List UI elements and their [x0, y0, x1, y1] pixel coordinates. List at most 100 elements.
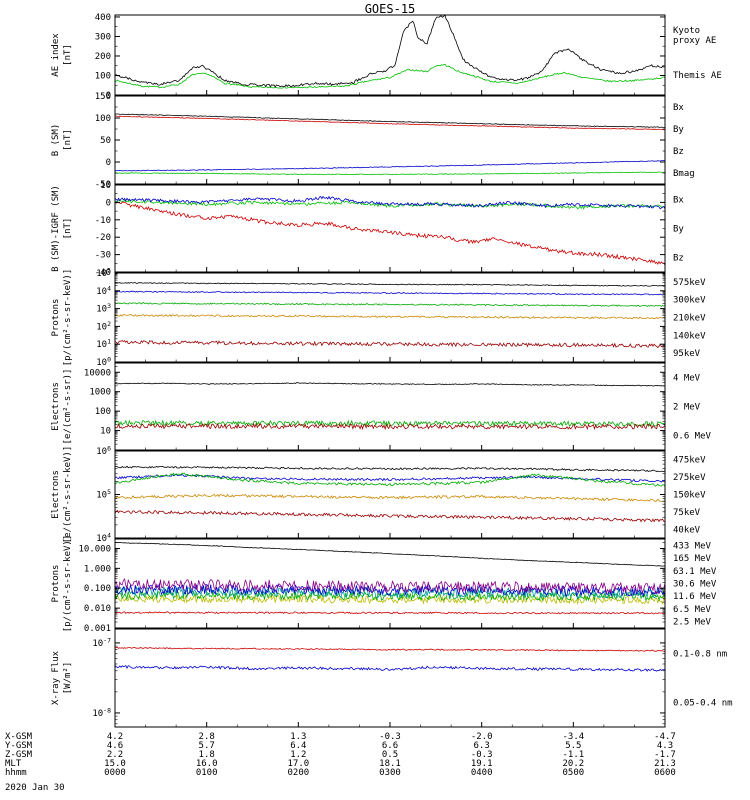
y-tick-label: 10-8: [92, 706, 111, 719]
y-tick-label: -10: [95, 216, 111, 226]
axis-row-value: 6.4: [290, 741, 306, 751]
panel-border: [114, 95, 666, 185]
legend-b-sm-0: Bx: [673, 103, 684, 113]
axis-row-label: hhmm: [5, 768, 27, 778]
y-tick-label: 100: [95, 114, 111, 124]
y-tick-label: 400: [95, 13, 111, 23]
y-tick-label: 10: [100, 181, 111, 191]
series-ae-index-0: [115, 63, 665, 89]
axis-row-label: Y-GSM: [5, 741, 33, 751]
series-protons-mev-5: [115, 578, 665, 595]
axis-row-value: 17.0: [287, 759, 309, 769]
panel-protons-kev: 100 101 102 103 104 105 Protons [p/(cm²-s-sr-ke…: [51, 267, 706, 369]
y-axis-label: [e/(cm²-s-sr)]: [63, 369, 73, 445]
y-axis-label: Protons: [51, 299, 61, 337]
axis-row-value: 21.3: [654, 759, 676, 769]
axis-row-value: -1.1: [562, 750, 584, 760]
y-tick-label: 10.000: [78, 544, 111, 554]
y-axis-label: AE index: [51, 33, 61, 77]
y-tick-label: -20: [95, 233, 111, 243]
y-tick-label: 104: [96, 284, 111, 297]
y-tick-label: 104: [96, 532, 111, 545]
panel-electrons-int: 10000 1000 100 10 Electrons [e/(cm²-s-sr)] 4 M…: [51, 362, 712, 451]
series-protons-kev-0: [115, 340, 665, 349]
axis-row-value: 18.1: [379, 759, 401, 769]
axis-row-value: -1.7: [654, 750, 676, 760]
series-electrons-kev-3: [115, 472, 665, 487]
y-tick-label: 105: [96, 488, 111, 501]
axis-row-value: 2.2: [107, 750, 123, 760]
series-ae-index-1: [115, 15, 665, 88]
y-tick-label: 0: [106, 198, 111, 208]
panel-border: [114, 272, 666, 363]
series-b-sm-igrf-0: [115, 198, 665, 210]
series-xray-flux-1: [115, 646, 665, 652]
legend-xray-flux-1: 0.05-0.4 nm: [673, 699, 733, 709]
y-tick-label: 10000: [84, 368, 111, 378]
axis-row-value: 2.8: [199, 732, 215, 742]
panel-border: [114, 450, 666, 539]
legend-b-sm-1: By: [673, 125, 684, 135]
series-protons-mev-6: [115, 541, 665, 567]
y-axis-label: [nT]: [63, 44, 73, 66]
date-label: 2020 Jan 30: [5, 783, 65, 793]
series-electrons-int-2: [115, 382, 665, 387]
axis-row-value: 6.6: [382, 741, 398, 751]
axis-row-value: 0200: [287, 768, 309, 778]
series-protons-kev-2: [115, 302, 665, 308]
legend-b-sm-igrf-0: Bx: [673, 196, 684, 206]
axis-row-value: 19.1: [471, 759, 493, 769]
series-b-sm-igrf-2: [115, 201, 665, 266]
axis-row-value: 4.3: [657, 741, 673, 751]
legend-protons-mev-0: 433 MeV: [673, 541, 712, 551]
series-protons-mev-4: [115, 582, 665, 598]
legend-protons-kev-0: 575keV: [673, 278, 706, 288]
y-tick-label: 0.100: [84, 584, 111, 594]
legend-protons-mev-5: 6.5 MeV: [673, 605, 712, 615]
axis-row-value: 20.2: [562, 759, 584, 769]
legend-protons-mev-2: 63.1 MeV: [673, 567, 717, 577]
y-tick-label: 10-7: [92, 636, 111, 649]
y-axis-label: [p/(cm²-s-sr-keV)]: [63, 535, 73, 633]
y-axis-label: [p/(cm²-s-sr-keV)]: [63, 269, 73, 367]
series-b-sm-3: [115, 113, 665, 128]
panel-border: [114, 538, 666, 629]
axis-row-value: -2.0: [471, 732, 493, 742]
legend-ae-index-1: Themis AE: [673, 71, 722, 81]
y-tick-label: 106: [96, 445, 111, 458]
series-b-sm-0: [115, 160, 665, 172]
y-tick-label: 10: [100, 427, 111, 437]
plot-title: GOES-15: [364, 2, 416, 16]
legend-electrons-int-2: 0.6 MeV: [673, 432, 712, 442]
y-axis-label: X-ray Flux: [51, 650, 61, 705]
legend-electrons-int-0: 4 MeV: [673, 374, 701, 384]
y-axis-label: [nT]: [63, 129, 73, 151]
y-tick-label: 100: [96, 356, 111, 369]
series-protons-kev-1: [115, 314, 665, 320]
series-protons-mev-0: [115, 611, 665, 615]
y-tick-label: 300: [95, 32, 111, 42]
y-axis-label: [W/m²]: [63, 662, 73, 695]
series-b-sm-igrf-1: [115, 195, 665, 210]
y-tick-label: 101: [96, 338, 111, 351]
legend-protons-mev-4: 11.6 MeV: [673, 592, 717, 602]
series-xray-flux-0: [115, 665, 665, 672]
y-tick-label: -30: [95, 251, 111, 261]
series-b-sm-2: [115, 115, 665, 131]
panel-border: [114, 362, 666, 451]
legend-electrons-kev-3: 75keV: [673, 508, 701, 518]
axis-row-label: MLT: [5, 759, 22, 769]
axis-row-value: 0.5: [382, 750, 398, 760]
y-tick-label: 100: [95, 407, 111, 417]
y-axis-label: Electrons: [51, 470, 61, 519]
legend-protons-kev-4: 95keV: [673, 349, 701, 359]
series-electrons-kev-2: [115, 473, 665, 483]
legend-electrons-int-1: 2 MeV: [673, 403, 701, 413]
y-axis-label: Protons: [51, 565, 61, 603]
axis-row-value: 16.0: [196, 759, 218, 769]
axis-row-value: 4.2: [107, 732, 123, 742]
series-b-sm-1: [115, 171, 665, 176]
